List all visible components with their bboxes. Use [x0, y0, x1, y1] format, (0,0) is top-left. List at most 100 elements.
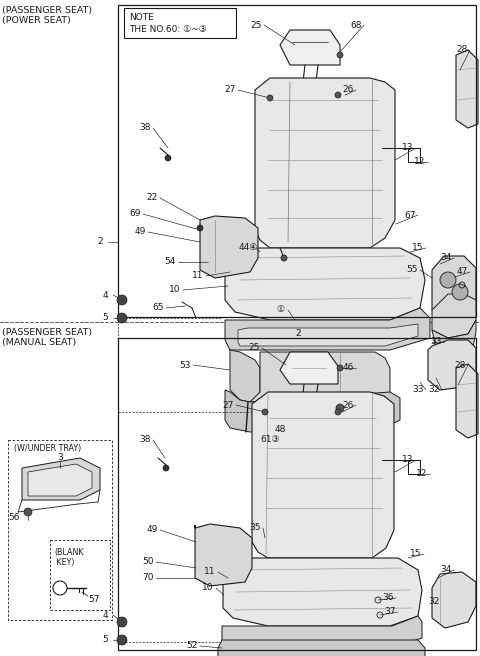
- Circle shape: [335, 92, 341, 98]
- Text: 5: 5: [102, 636, 108, 644]
- Bar: [408, 460, 420, 474]
- Text: 2: 2: [295, 329, 301, 338]
- Polygon shape: [255, 78, 395, 248]
- Text: 44④: 44④: [238, 243, 258, 253]
- Text: 32: 32: [428, 386, 440, 394]
- Text: 25: 25: [250, 20, 262, 30]
- Polygon shape: [225, 390, 400, 432]
- Text: 13: 13: [402, 144, 414, 152]
- Circle shape: [163, 465, 169, 471]
- Text: 57: 57: [88, 596, 99, 604]
- Circle shape: [117, 617, 127, 627]
- Text: 34: 34: [440, 253, 452, 262]
- Text: 56: 56: [8, 514, 20, 522]
- Text: 27: 27: [222, 401, 234, 409]
- Text: THE NO.60: ①~③: THE NO.60: ①~③: [129, 26, 207, 35]
- Text: 53: 53: [179, 361, 191, 369]
- Polygon shape: [28, 464, 92, 496]
- Circle shape: [165, 155, 171, 161]
- Text: (BLANK: (BLANK: [54, 548, 84, 556]
- Bar: [118, 338, 476, 650]
- Polygon shape: [222, 616, 422, 648]
- Text: 3: 3: [57, 453, 63, 462]
- Text: NOTE: NOTE: [129, 14, 154, 22]
- Text: 25: 25: [248, 344, 260, 352]
- Text: 36: 36: [382, 594, 394, 602]
- Circle shape: [335, 409, 341, 415]
- Polygon shape: [250, 352, 390, 402]
- Polygon shape: [456, 364, 478, 438]
- Text: 28: 28: [456, 45, 468, 54]
- Polygon shape: [238, 324, 418, 346]
- Polygon shape: [432, 572, 476, 628]
- Text: 69: 69: [129, 209, 141, 218]
- Text: (MANUAL SEAT): (MANUAL SEAT): [2, 338, 76, 348]
- Text: (W/UNDER TRAY): (W/UNDER TRAY): [14, 443, 81, 453]
- Text: 65: 65: [152, 304, 164, 312]
- Polygon shape: [432, 320, 476, 358]
- Text: 52: 52: [186, 642, 198, 651]
- Text: 15: 15: [412, 243, 424, 253]
- Polygon shape: [225, 308, 430, 350]
- Circle shape: [440, 272, 456, 288]
- Polygon shape: [223, 558, 422, 626]
- Text: 5: 5: [102, 314, 108, 323]
- Text: KEY): KEY): [54, 558, 74, 567]
- Text: (POWER SEAT): (POWER SEAT): [2, 16, 71, 26]
- Circle shape: [262, 409, 268, 415]
- Text: 33: 33: [412, 386, 424, 394]
- Polygon shape: [225, 248, 425, 320]
- Text: 26: 26: [342, 401, 354, 409]
- Text: 48: 48: [274, 426, 286, 434]
- Text: 49: 49: [146, 525, 158, 535]
- Text: 11: 11: [192, 272, 204, 281]
- Polygon shape: [456, 50, 478, 128]
- Circle shape: [117, 295, 127, 305]
- Polygon shape: [200, 216, 258, 278]
- Text: 10: 10: [169, 285, 181, 295]
- Text: 67: 67: [404, 211, 416, 220]
- Text: 4: 4: [102, 611, 108, 619]
- Text: 2: 2: [97, 237, 103, 247]
- Text: 4: 4: [102, 291, 108, 300]
- Polygon shape: [230, 350, 260, 402]
- Circle shape: [337, 52, 343, 58]
- Polygon shape: [22, 458, 100, 500]
- Polygon shape: [428, 340, 476, 390]
- Polygon shape: [280, 30, 340, 65]
- Text: 12: 12: [416, 470, 428, 478]
- Bar: [124, 8, 236, 38]
- Text: 49: 49: [134, 228, 146, 237]
- Text: 34: 34: [440, 565, 452, 575]
- Text: 37: 37: [384, 607, 396, 617]
- Text: ①: ①: [276, 306, 284, 314]
- Text: 10: 10: [202, 583, 214, 592]
- Bar: [118, 5, 476, 317]
- Text: 38: 38: [139, 123, 151, 133]
- Text: 61③: 61③: [260, 436, 280, 445]
- Circle shape: [336, 404, 344, 412]
- Polygon shape: [218, 640, 425, 656]
- Polygon shape: [280, 352, 338, 384]
- Text: 35: 35: [249, 523, 261, 533]
- Text: 33: 33: [430, 337, 442, 346]
- Polygon shape: [252, 392, 394, 558]
- Polygon shape: [432, 294, 476, 338]
- Polygon shape: [195, 524, 252, 586]
- Text: 50: 50: [142, 558, 154, 567]
- Text: 27: 27: [224, 85, 236, 94]
- Polygon shape: [432, 256, 476, 320]
- Text: 26: 26: [342, 85, 354, 94]
- Circle shape: [24, 508, 32, 516]
- Circle shape: [337, 365, 343, 371]
- Text: 47: 47: [456, 268, 468, 276]
- Text: 46: 46: [342, 363, 354, 373]
- Circle shape: [117, 635, 127, 645]
- Text: 55: 55: [406, 266, 418, 274]
- Text: 54: 54: [164, 258, 176, 266]
- Text: 38: 38: [139, 436, 151, 445]
- Text: 28: 28: [454, 361, 466, 369]
- Text: (PASSENGER SEAT): (PASSENGER SEAT): [2, 327, 92, 337]
- Text: 22: 22: [146, 194, 157, 203]
- Text: (PASSENGER SEAT): (PASSENGER SEAT): [2, 5, 92, 14]
